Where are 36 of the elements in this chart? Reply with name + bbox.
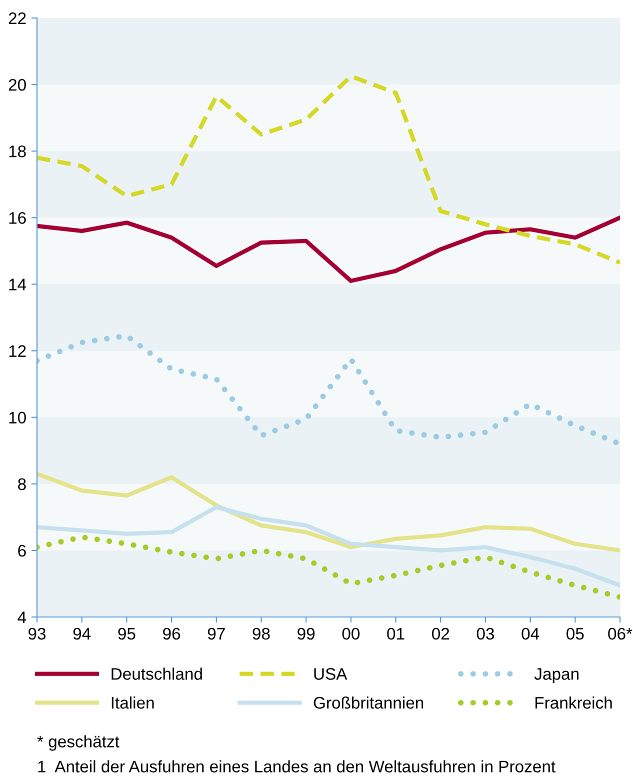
y-tick-label: 20 — [8, 78, 26, 91]
text: * geschätzt — [37, 735, 120, 751]
line-series — [37, 216, 620, 283]
line-series — [37, 472, 620, 553]
legend-label: Großbritannien — [314, 696, 424, 709]
x-tick-label: 05 — [566, 628, 584, 640]
x-tick-label: 04 — [522, 628, 540, 640]
line-series — [37, 74, 620, 265]
x-tick-label: 99 — [298, 628, 315, 640]
x-tick-label: 98 — [252, 628, 270, 640]
x-tick-label: 00 — [342, 628, 360, 640]
x-tick-label: 93 — [28, 628, 46, 640]
y-tick-label: 18 — [9, 146, 26, 158]
y-tick-label: 4 — [18, 612, 26, 624]
y-tick-label: 6 — [18, 544, 26, 557]
y-tick-label: 14 — [9, 278, 26, 290]
x-tick-label: 02 — [432, 628, 450, 640]
legend-label: Italien — [112, 696, 154, 709]
y-tick-label: 10 — [9, 412, 26, 424]
legend-label: USA — [314, 668, 348, 680]
y-tick-label: 12 — [9, 345, 26, 357]
x-tick-label: 96 — [163, 628, 180, 640]
y-tick-label: 22 — [8, 12, 26, 24]
x-tick-label: 97 — [208, 628, 225, 640]
legend-label: Deutschland — [112, 668, 202, 680]
x-tick-label: 95 — [118, 628, 136, 640]
x-tick-label: 03 — [476, 628, 494, 640]
y-tick-label: 8 — [18, 478, 26, 490]
text: 1 Anteil der Ausfuhren eines Landes an den Weltausfuhren in Prozent — [38, 760, 556, 772]
line-series — [37, 505, 620, 588]
y-tick-label: 16 — [9, 212, 26, 224]
x-tick-label: 94 — [73, 628, 91, 640]
legend-label: Japan — [534, 668, 578, 684]
x-tick-label: 01 — [387, 628, 404, 640]
x-tick-label: 06* — [608, 628, 632, 640]
legend-label: Frankreich — [536, 696, 612, 709]
